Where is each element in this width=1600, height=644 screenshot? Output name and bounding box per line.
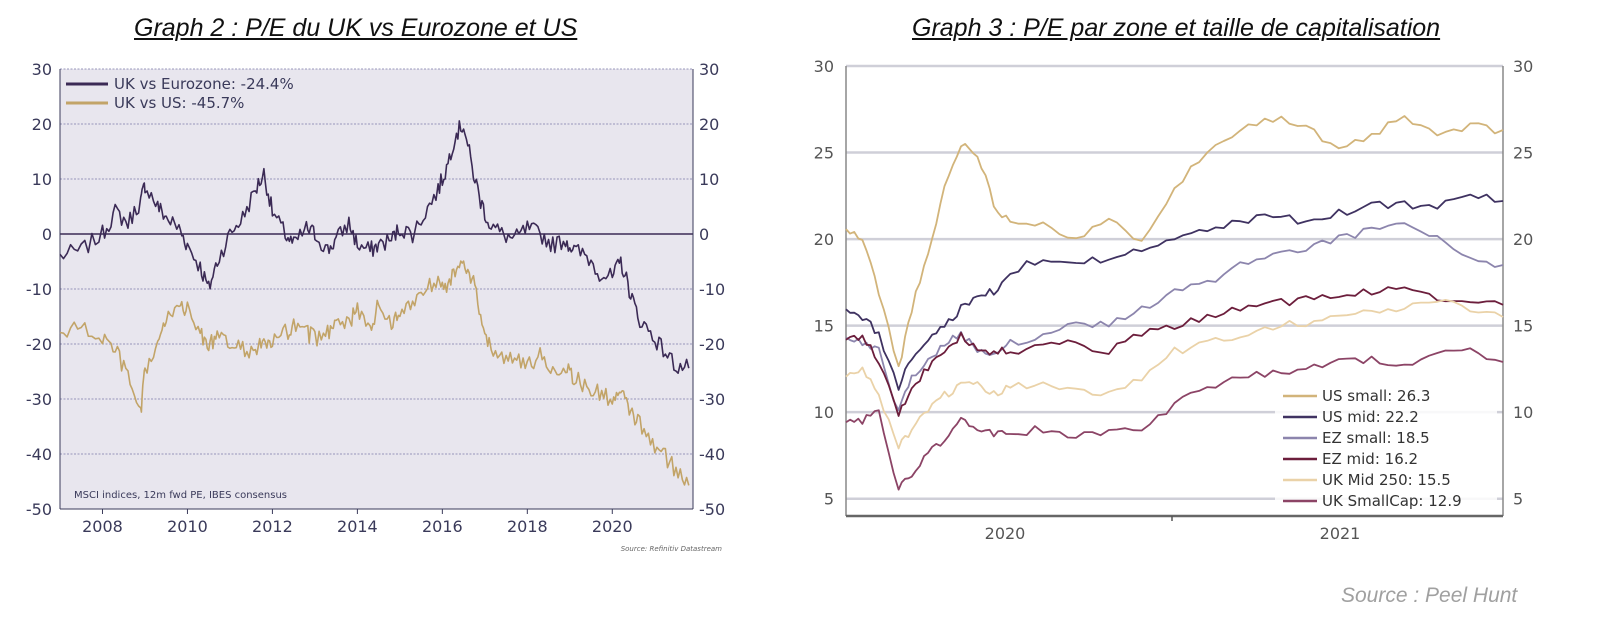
chart-left-series-line: [59, 120, 690, 374]
chart-right-xtick-label: 2021: [1320, 524, 1361, 543]
chart-right-series-line: [845, 222, 1504, 412]
chart-left-title: Graph 2 : P/E du UK vs Eurozone et US: [134, 14, 578, 42]
chart-left-ytick-label: -40: [26, 445, 52, 464]
chart-right-legend-box: [1275, 380, 1497, 512]
chart-left-xtick-label: 2014: [337, 517, 378, 536]
chart-left-ytick-label: 30: [32, 60, 52, 79]
chart-left-legend-label: UK vs US: -45.7%: [114, 94, 244, 112]
chart-left-ytick-label-right: -20: [699, 335, 725, 354]
chart-left-note: MSCI indices, 12m fwd PE, IBES consensus: [74, 490, 287, 501]
chart-left-ytick-label-right: 30: [699, 60, 719, 79]
chart-right-legend-label: EZ mid: 16.2: [1322, 450, 1418, 468]
chart-left-xtick-label: 2012: [252, 517, 293, 536]
chart-left-xtick-label: 2016: [422, 517, 463, 536]
chart-right-ytick-label: 30: [814, 57, 834, 76]
chart-left-xtick-label: 2008: [82, 517, 123, 536]
chart-left-ytick-label-right: -40: [699, 445, 725, 464]
chart-right-series-line: [845, 115, 1504, 368]
chart-left-ytick-label-right: -50: [699, 500, 725, 519]
chart-left-xtick-label: 2020: [592, 517, 633, 536]
chart-left-ytick-label: -20: [26, 335, 52, 354]
chart-left-ytick-label: -10: [26, 280, 52, 299]
chart-right-ytick-label-right: 5: [1513, 490, 1523, 509]
chart-right-series-line: [845, 299, 1504, 450]
chart-left-xtick-label: 2018: [507, 517, 548, 536]
chart-left-series-line: [59, 260, 690, 486]
chart-right-ytick-label-right: 25: [1513, 144, 1533, 163]
chart-right-series-line: [845, 347, 1504, 491]
source-credit: Source : Peel Hunt: [1341, 584, 1518, 607]
chart-left-ytick-label-right: -10: [699, 280, 725, 299]
chart-right-legend-label: EZ small: 18.5: [1322, 429, 1430, 447]
chart-left-ytick-label-right: 0: [699, 225, 709, 244]
chart-right-legend-label: UK SmallCap: 12.9: [1322, 492, 1462, 510]
chart-right-legend-label: US small: 26.3: [1322, 387, 1430, 405]
chart-right-title: Graph 3 : P/E par zone et taille de capi…: [912, 14, 1441, 42]
chart-left-ytick-label: -50: [26, 500, 52, 519]
chart-right-series-line: [845, 193, 1504, 391]
chart-right-ytick-label-right: 10: [1513, 403, 1533, 422]
chart-right-xtick-label: 2020: [985, 524, 1026, 543]
chart-left-legend-label: UK vs Eurozone: -24.4%: [114, 75, 294, 93]
chart-right-legend-label: US mid: 22.2: [1322, 408, 1419, 426]
chart-right-ytick-label-right: 30: [1513, 57, 1533, 76]
chart-right-ytick-label: 25: [814, 144, 834, 163]
chart-left-xtick-label: 2010: [167, 517, 208, 536]
chart-right-legend-label: UK Mid 250: 15.5: [1322, 471, 1451, 489]
chart-right-ytick-label-right: 20: [1513, 230, 1533, 249]
chart-right-ytick-label: 5: [824, 490, 834, 509]
chart-right-series-line: [845, 286, 1504, 417]
chart-left-ytick-label-right: -30: [699, 390, 725, 409]
chart-left-ytick-label: -30: [26, 390, 52, 409]
chart-right-ytick-label: 20: [814, 230, 834, 249]
chart-left-ytick-label: 0: [42, 225, 52, 244]
chart-left-ytick-label: 10: [32, 170, 52, 189]
chart-right-ytick-label: 15: [814, 317, 834, 336]
chart-left-source: Source: Refinitiv Datastream: [621, 545, 722, 553]
chart-right-ytick-label: 10: [814, 403, 834, 422]
chart-left-ytick-label: 20: [32, 115, 52, 134]
chart-left-ytick-label-right: 20: [699, 115, 719, 134]
chart-left-ytick-label-right: 10: [699, 170, 719, 189]
chart-right-ytick-label-right: 15: [1513, 317, 1533, 336]
